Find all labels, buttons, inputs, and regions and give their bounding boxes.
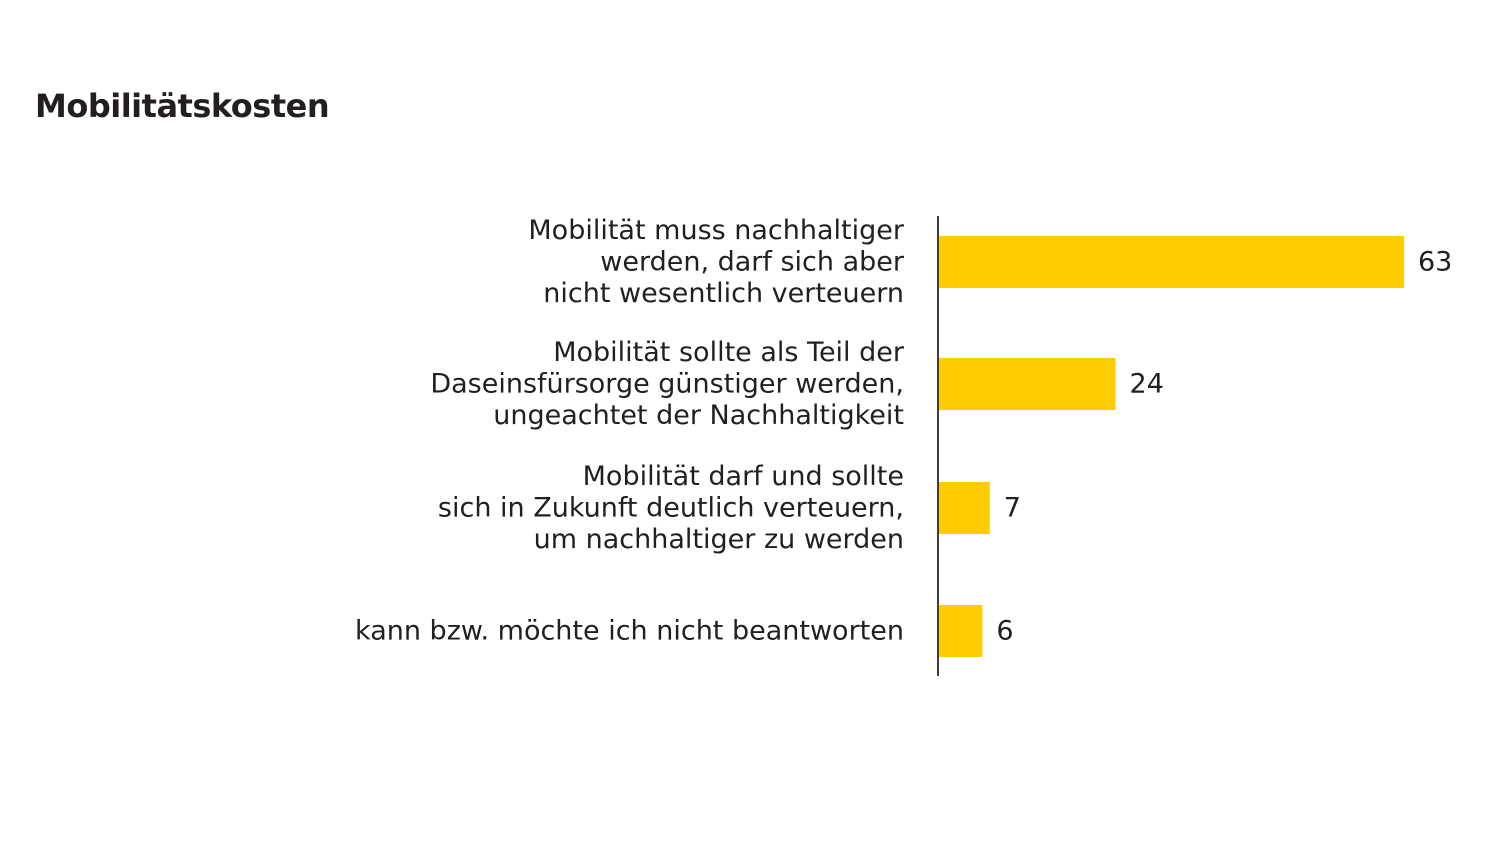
value-label: 7	[1004, 493, 1021, 524]
category-labels-layer: Mobilität muss nachhaltiger werden, darf …	[355, 215, 905, 647]
category-label-line: sich in Zukunft deutlich verteuern,	[438, 493, 904, 524]
category-label-line: kann bzw. möchte ich nicht beantworten	[355, 616, 904, 647]
category-label-line: Mobilität darf und sollte	[583, 461, 904, 492]
category-label: kann bzw. möchte ich nicht beantworten	[355, 616, 904, 647]
value-labels-layer: 63 24 7 6	[996, 247, 1452, 647]
bar	[938, 358, 1116, 410]
category-label-line: nicht wesentlich verteuern	[543, 278, 904, 309]
value-label: 24	[1130, 369, 1164, 400]
category-label: Mobilität sollte als Teil der Daseinsfürs…	[430, 337, 905, 431]
category-label-line: Mobilität sollte als Teil der	[553, 337, 905, 368]
category-label-line: Mobilität muss nachhaltiger	[528, 215, 905, 246]
category-label-line: um nachhaltiger zu werden	[534, 524, 904, 555]
category-label: Mobilität darf und sollte sich in Zukunft…	[438, 461, 904, 555]
bar	[938, 605, 983, 657]
chart-title: Mobilitätskosten	[35, 87, 330, 125]
category-label-line: ungeachtet der Nachhaltigkeit	[493, 400, 904, 431]
value-label: 6	[996, 616, 1013, 647]
value-label: 63	[1418, 247, 1452, 278]
bar	[938, 482, 990, 534]
bar	[938, 236, 1404, 288]
category-label-line: Daseinsfürsorge günstiger werden,	[430, 369, 904, 400]
bars-layer	[938, 236, 1404, 657]
category-label: Mobilität muss nachhaltiger werden, darf …	[528, 215, 905, 309]
category-label-line: werden, darf sich aber	[600, 247, 905, 278]
